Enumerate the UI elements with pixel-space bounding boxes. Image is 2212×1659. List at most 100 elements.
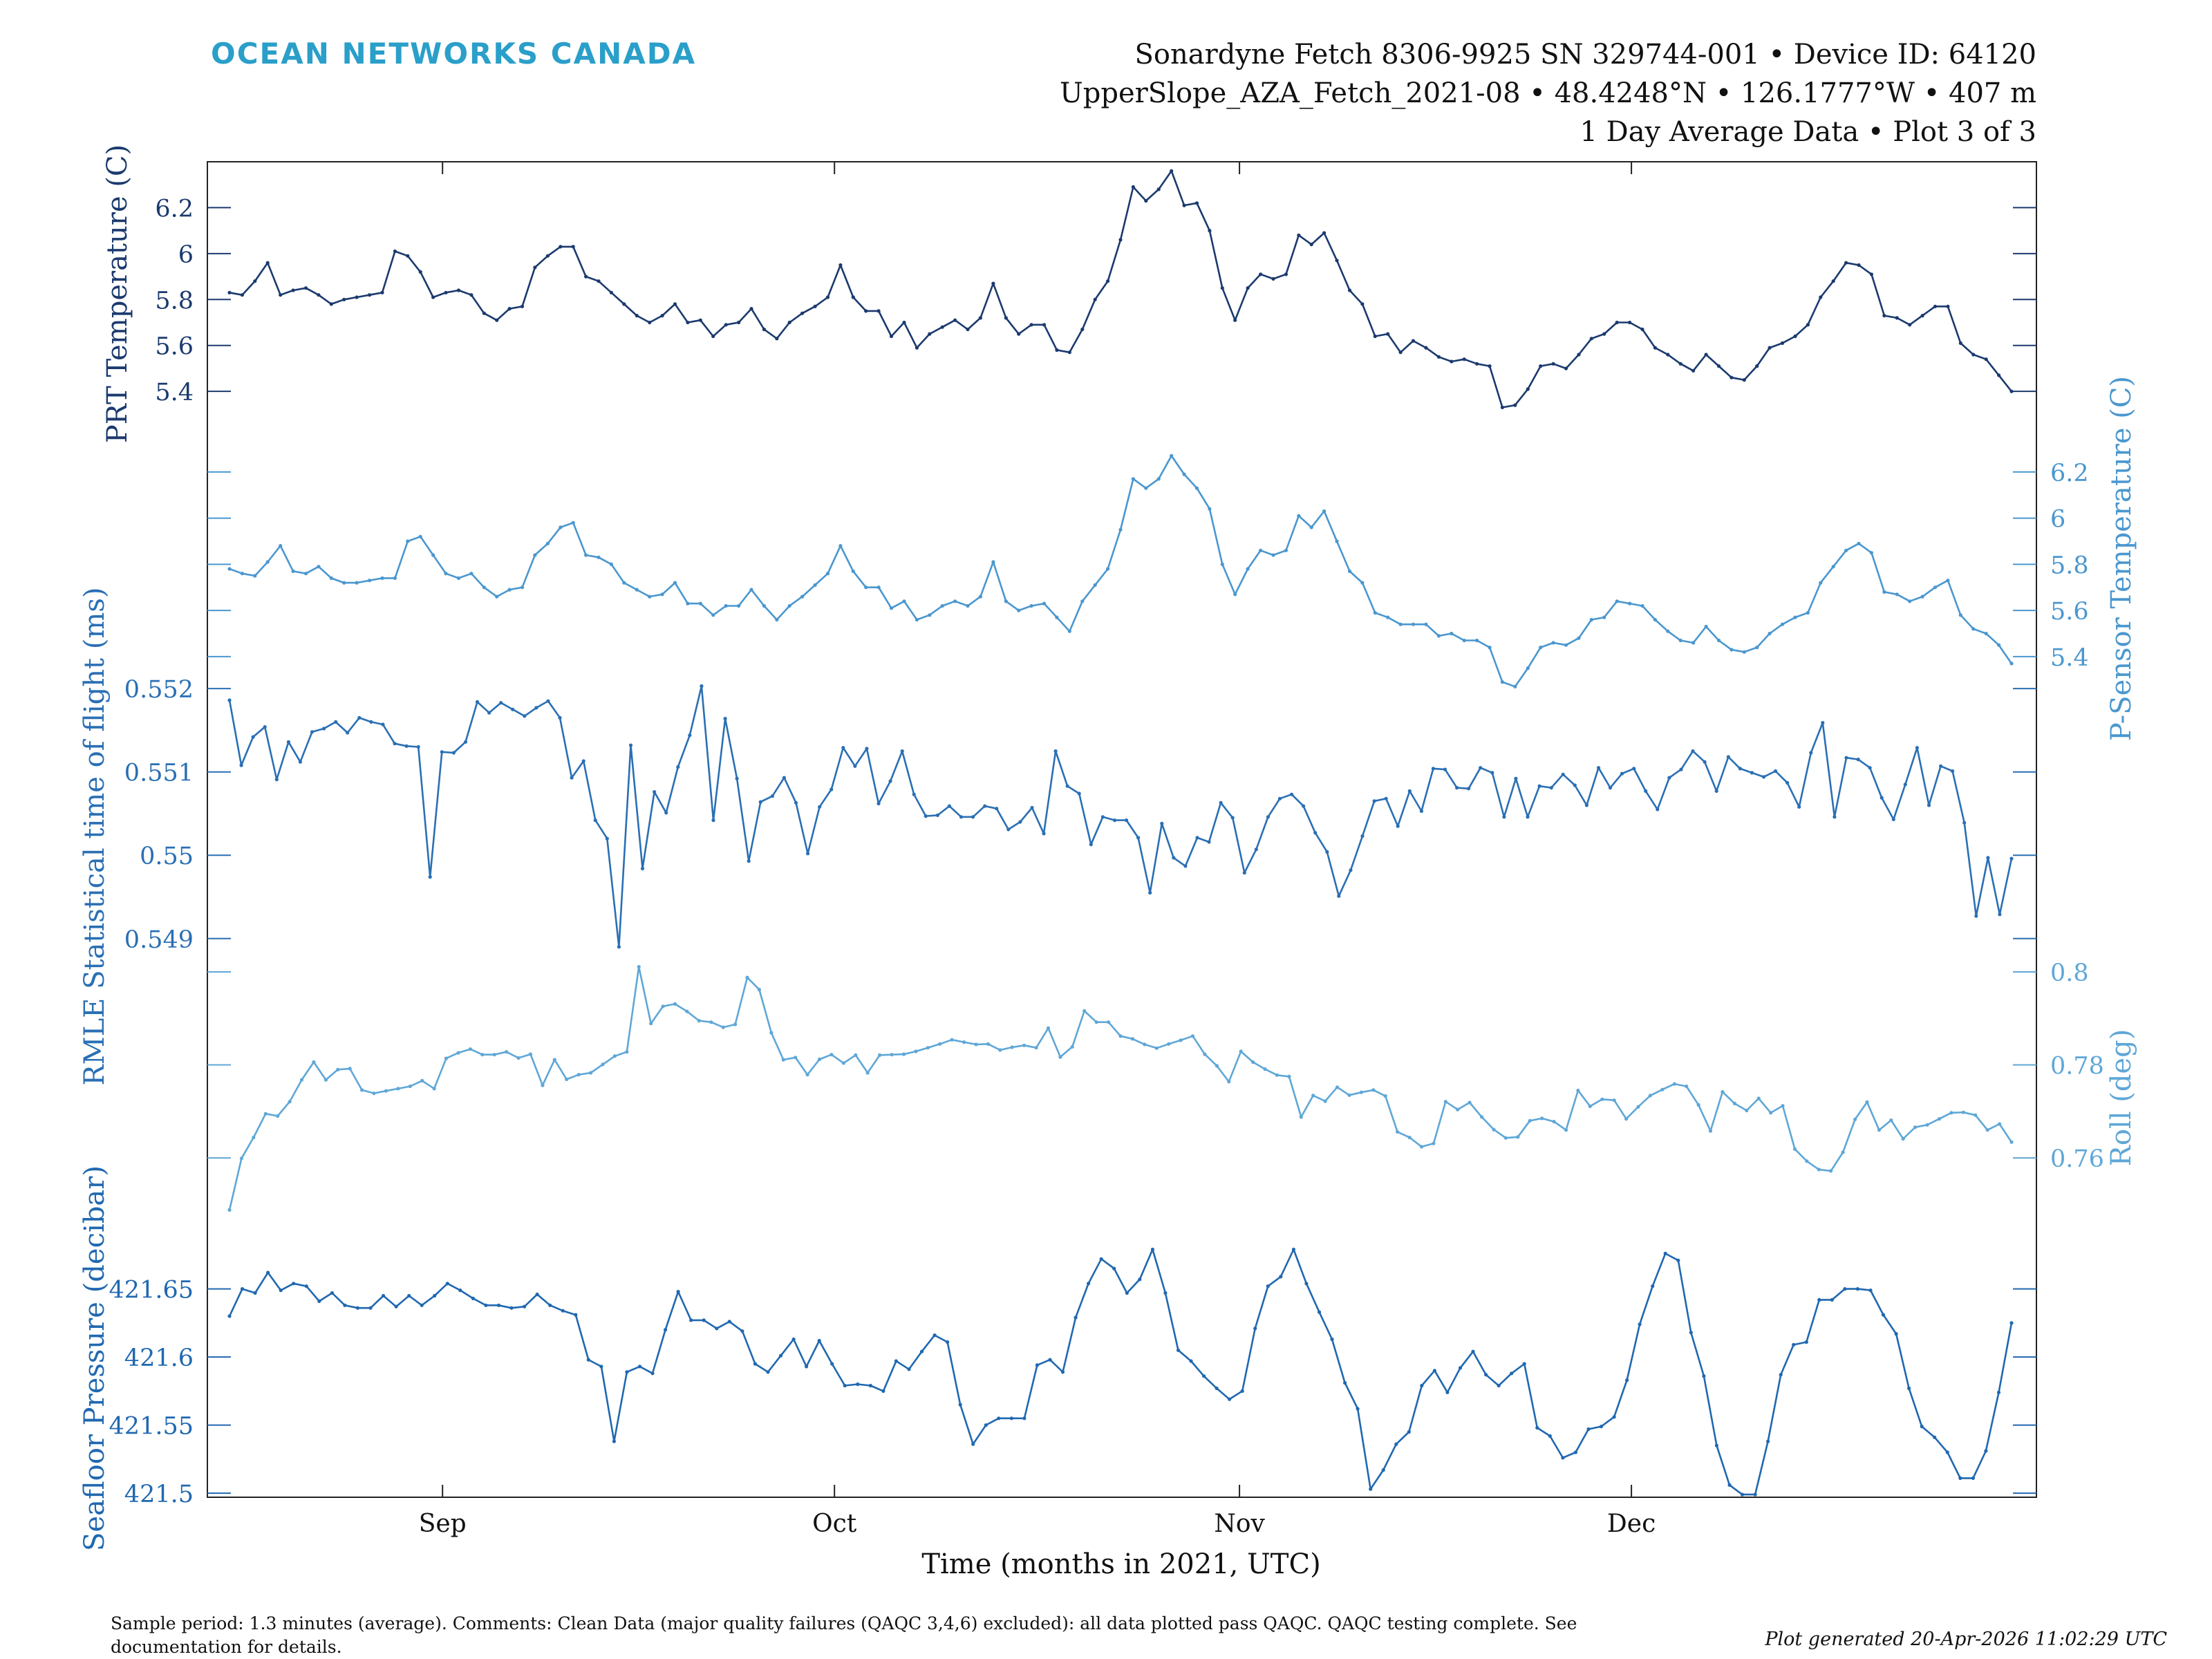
prt-point-48 (838, 263, 843, 268)
prt-point-103 (1539, 364, 1543, 368)
psensor-point-99 (1488, 646, 1492, 650)
psensor-point-18 (456, 576, 461, 581)
roll-point-117 (1636, 1105, 1640, 1109)
roll-point-41 (721, 1025, 725, 1029)
prt-point-15 (418, 270, 422, 274)
pressure-point-74 (1176, 1348, 1181, 1352)
rmle-point-106 (1479, 766, 1483, 770)
pressure-axis-title: Seafloor Pressure (decibar) (79, 1165, 111, 1551)
roll-point-107 (1516, 1135, 1520, 1139)
pressure-point-94 (1432, 1369, 1436, 1373)
rmle-point-56 (888, 779, 892, 783)
psensor-point-55 (928, 613, 932, 617)
psensor-point-36 (686, 601, 690, 606)
psensor-point-32 (635, 588, 639, 592)
psensor-point-49 (851, 569, 855, 574)
psensor-point-13 (393, 576, 397, 581)
pressure-point-102 (1535, 1425, 1539, 1430)
psensor-point-19 (469, 572, 474, 576)
rmle-point-54 (865, 747, 869, 751)
prt-point-109 (1615, 320, 1619, 325)
rmle-point-34 (628, 743, 633, 747)
roll-point-147 (1998, 1122, 2002, 1126)
rmle-point-63 (971, 815, 975, 819)
psensor-point-59 (978, 594, 982, 599)
rmle-point-149 (1986, 856, 1990, 860)
psensor-point-133 (1920, 594, 1924, 599)
prt-point-101 (1513, 403, 1517, 407)
rmle-point-145 (1939, 764, 1943, 768)
rmle-point-17 (428, 875, 432, 879)
rmle-point-87 (1254, 847, 1258, 852)
pressure-point-76 (1202, 1374, 1206, 1378)
prt-point-23 (520, 304, 525, 308)
pressure-point-111 (1651, 1284, 1655, 1288)
roll-point-112 (1576, 1088, 1580, 1093)
rmle-point-108 (1502, 815, 1506, 819)
rmle-point-7 (310, 730, 315, 734)
rmle-point-125 (1703, 760, 1707, 764)
prt-point-30 (609, 290, 614, 294)
rmle-point-105 (1467, 787, 1471, 791)
rmle-point-141 (1891, 817, 1895, 821)
pressure-point-17 (445, 1282, 449, 1286)
roll-point-92 (1335, 1085, 1340, 1089)
pressure-point-47 (830, 1362, 834, 1366)
prt-point-53 (902, 320, 906, 325)
psensor-point-136 (1958, 613, 1962, 617)
prt-point-9 (342, 297, 346, 301)
rmle-ytick-label-3: 0.552 (124, 676, 194, 704)
roll-point-31 (601, 1062, 605, 1067)
pressure-point-56 (946, 1340, 950, 1344)
pressure-point-42 (766, 1370, 770, 1374)
pressure-point-79 (1240, 1389, 1244, 1393)
pressure-point-28 (586, 1358, 590, 1362)
roll-point-55 (890, 1053, 894, 1057)
rmle-point-20 (463, 740, 468, 744)
roll-point-139 (1901, 1136, 1905, 1141)
rmle-point-129 (1750, 771, 1754, 775)
rmle-point-6 (298, 760, 302, 764)
psensor-point-122 (1780, 622, 1785, 626)
rmle-point-94 (1337, 894, 1341, 898)
rmle-point-109 (1514, 776, 1518, 780)
psensor-point-11 (368, 579, 372, 583)
pressure-point-31 (625, 1370, 629, 1374)
rmle-point-122 (1667, 776, 1671, 780)
rmle-series-line (228, 685, 2013, 948)
rmle-point-46 (770, 794, 774, 798)
pressure-point-108 (1612, 1415, 1616, 1419)
roll-point-121 (1685, 1084, 1689, 1089)
rmle-point-57 (900, 749, 904, 753)
roll-point-33 (625, 1050, 629, 1054)
psensor-point-82 (1271, 553, 1275, 557)
prt-point-32 (635, 314, 639, 318)
roll-point-113 (1588, 1104, 1592, 1108)
psensor-point-108 (1602, 615, 1606, 619)
psensor-point-127 (1844, 548, 1848, 552)
rmle-point-70 (1053, 749, 1058, 753)
roll-point-37 (673, 1002, 677, 1006)
roll-point-68 (1046, 1026, 1051, 1030)
rmle-point-82 (1195, 836, 1199, 840)
roll-point-129 (1781, 1104, 1785, 1108)
prt-point-114 (1678, 362, 1683, 366)
x-tick-label-sep: Sep (419, 1510, 467, 1538)
rmle-point-19 (451, 751, 456, 755)
pressure-point-104 (1561, 1456, 1565, 1460)
psensor-axis-title: P-Sensor Temperature (C) (2106, 376, 2137, 741)
roll-point-89 (1299, 1115, 1303, 1119)
rmle-point-13 (381, 722, 385, 727)
pressure-point-63 (1035, 1363, 1039, 1367)
psensor-point-91 (1386, 615, 1390, 619)
pressure-point-37 (702, 1318, 706, 1322)
psensor-point-114 (1678, 638, 1683, 643)
prt-point-113 (1666, 353, 1670, 357)
roll-point-91 (1323, 1099, 1327, 1103)
pressure-point-77 (1215, 1386, 1219, 1390)
roll-point-74 (1118, 1034, 1123, 1038)
prt-point-127 (1844, 261, 1848, 265)
roll-point-45 (769, 1031, 774, 1035)
psensor-point-65 (1055, 615, 1059, 619)
roll-point-128 (1769, 1111, 1773, 1115)
